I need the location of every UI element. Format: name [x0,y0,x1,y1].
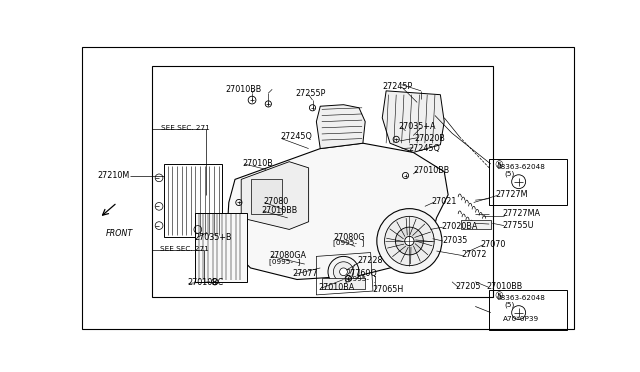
Text: 27020BA: 27020BA [441,222,477,231]
Bar [164,164,222,237]
Text: 27010BB: 27010BB [261,206,298,215]
Text: 27010BB: 27010BB [413,166,449,175]
Text: 27255P: 27255P [296,89,326,98]
Text: 27727MA: 27727MA [502,209,540,218]
Text: FRONT: FRONT [106,230,133,238]
Bar [489,158,566,205]
Text: 27020B: 27020B [414,134,445,143]
Circle shape [404,236,414,246]
Circle shape [328,256,359,287]
Bar [195,212,248,282]
Text: (5): (5) [504,301,514,308]
Text: ⑤: ⑤ [495,291,504,301]
Text: 27035+A: 27035+A [399,122,436,131]
Text: 27072: 27072 [461,250,487,259]
Polygon shape [382,91,444,153]
Text: 27228: 27228 [358,256,383,265]
Bar [152,66,493,297]
Text: 27760Q: 27760Q [345,269,377,278]
Polygon shape [316,105,365,148]
Text: 27010BB: 27010BB [225,85,261,94]
Circle shape [377,209,442,273]
Text: 27010BA: 27010BA [319,283,355,292]
Circle shape [340,268,348,276]
Bar [489,289,566,330]
Circle shape [385,217,434,266]
Text: (5): (5) [504,170,514,177]
Text: 27010BB: 27010BB [486,282,522,291]
Text: [0995-  ]: [0995- ] [345,276,376,282]
Text: 27210M: 27210M [97,171,129,180]
Polygon shape [241,162,308,230]
Circle shape [396,227,423,255]
Circle shape [333,262,353,282]
Text: 27755U: 27755U [502,221,534,230]
Text: 27065H: 27065H [372,285,403,294]
Bar [461,220,491,230]
Text: 27035+B: 27035+B [195,232,232,241]
Text: 27080G: 27080G [333,232,365,241]
Text: ⑤: ⑤ [495,160,504,170]
Bar [250,179,282,214]
Text: [0995-  ]: [0995- ] [333,240,365,246]
Text: 27245Q: 27245Q [408,144,440,153]
Text: 27245P: 27245P [382,81,413,91]
Text: [0995-  ]: [0995- ] [269,258,300,265]
Text: 27245Q: 27245Q [280,132,312,141]
Text: SEE SEC. 271: SEE SEC. 271 [160,246,209,251]
Text: 27010BC: 27010BC [187,278,223,287]
Text: 27021: 27021 [432,197,457,206]
Text: SEE SEC. 271: SEE SEC. 271 [161,125,210,131]
Text: 08363-62048: 08363-62048 [496,295,545,301]
Polygon shape [227,143,448,279]
Text: 27070: 27070 [481,240,506,249]
Text: 27035: 27035 [442,235,467,245]
Text: 27010B: 27010B [243,158,273,168]
Text: 27080: 27080 [263,197,288,206]
Text: 27077: 27077 [292,269,318,278]
Text: 27727M: 27727M [495,190,528,199]
Bar [322,278,365,289]
Text: A70*0P39: A70*0P39 [503,316,540,322]
Text: 27205: 27205 [456,282,481,291]
Text: 08363-62048: 08363-62048 [496,164,545,170]
Text: 27080GA: 27080GA [269,251,306,260]
